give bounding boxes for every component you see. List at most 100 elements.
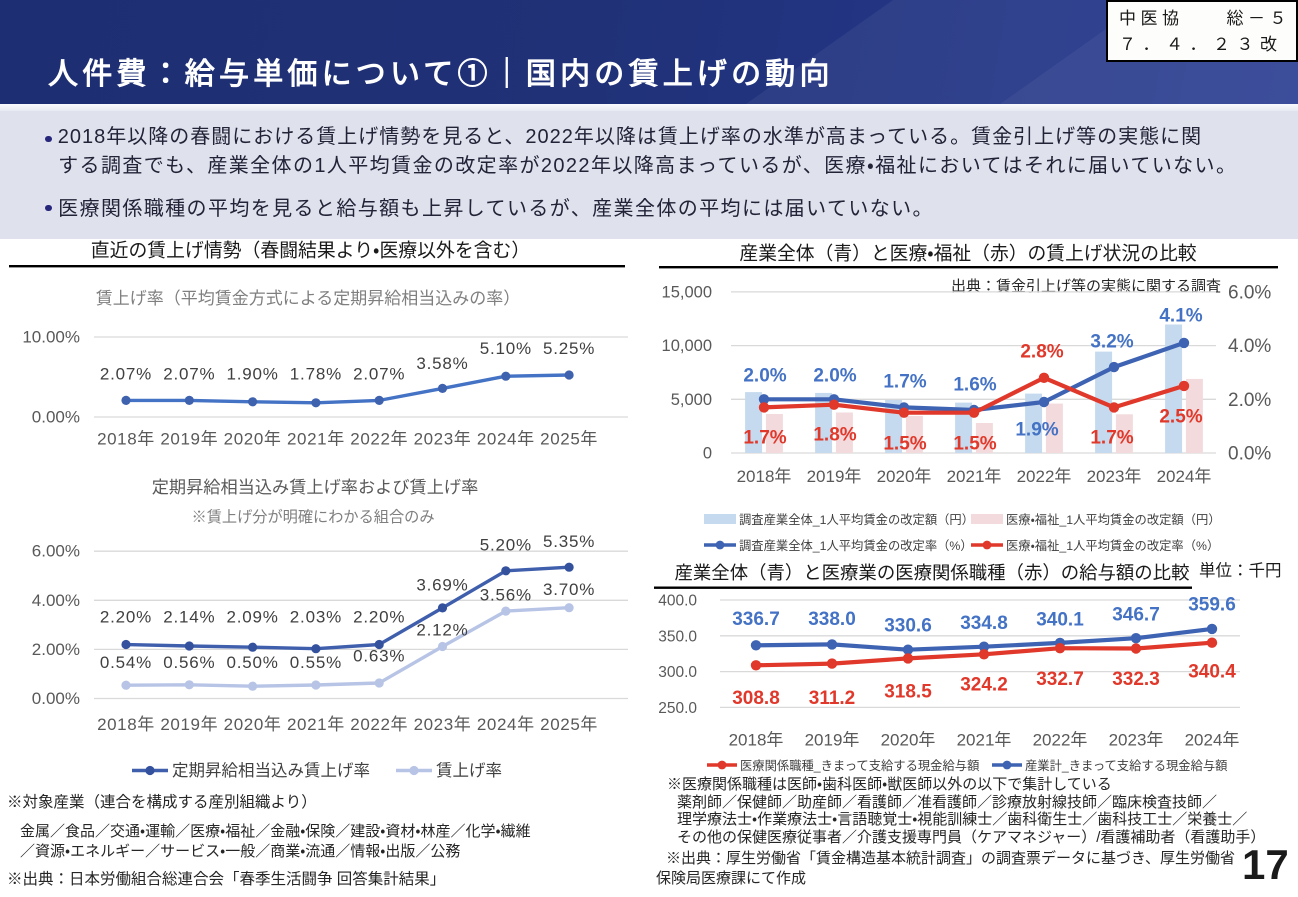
svg-text:2.03%: 2.03%: [290, 608, 342, 627]
svg-text:2020年: 2020年: [877, 467, 932, 486]
svg-text:1.7%: 1.7%: [743, 428, 786, 449]
svg-text:2018年: 2018年: [729, 731, 784, 750]
svg-text:0.63%: 0.63%: [353, 647, 405, 666]
svg-text:3.2%: 3.2%: [1090, 332, 1133, 353]
svg-text:4.00%: 4.00%: [32, 591, 80, 610]
svg-text:産業全体（青）と医療・福祉（赤）の賃上げ状況の比較: 産業全体（青）と医療・福祉（赤）の賃上げ状況の比較: [739, 243, 1196, 264]
svg-text:2.8%: 2.8%: [1020, 342, 1063, 363]
svg-text:332.7: 332.7: [1036, 669, 1084, 690]
svg-text:2024年: 2024年: [1185, 731, 1240, 750]
svg-text:340.4: 340.4: [1188, 661, 1236, 682]
svg-text:0.54%: 0.54%: [100, 653, 152, 672]
svg-text:2020年: 2020年: [881, 731, 936, 750]
svg-text:3.56%: 3.56%: [480, 586, 532, 605]
svg-text:6.00%: 6.00%: [32, 542, 80, 561]
svg-text:2025年: 2025年: [540, 430, 598, 449]
svg-text:産業計_きまって支給する現金給与額: 産業計_きまって支給する現金給与額: [1025, 758, 1227, 773]
svg-text:2022年: 2022年: [350, 430, 408, 449]
svg-text:5.25%: 5.25%: [543, 339, 595, 358]
svg-text:2.20%: 2.20%: [100, 608, 152, 627]
svg-text:2019年: 2019年: [160, 715, 218, 734]
svg-text:賃上げ率（平均賃金方式による定期昇給相当込みの率）: 賃上げ率（平均賃金方式による定期昇給相当込みの率）: [96, 289, 521, 308]
svg-text:0: 0: [703, 445, 712, 463]
svg-text:2024年: 2024年: [1157, 467, 1212, 486]
svg-text:2.07%: 2.07%: [353, 365, 405, 384]
svg-text:5.35%: 5.35%: [543, 532, 595, 551]
svg-text:2.12%: 2.12%: [416, 621, 468, 640]
svg-text:250.0: 250.0: [658, 700, 697, 717]
svg-text:336.7: 336.7: [732, 609, 780, 630]
svg-text:2024年: 2024年: [477, 715, 535, 734]
svg-text:338.0: 338.0: [808, 609, 856, 630]
svg-text:2.5%: 2.5%: [1159, 407, 1202, 428]
svg-text:5.10%: 5.10%: [480, 339, 532, 358]
svg-text:318.5: 318.5: [884, 681, 932, 702]
svg-text:15,000: 15,000: [662, 283, 712, 301]
svg-text:2021年: 2021年: [957, 731, 1012, 750]
svg-text:2021年: 2021年: [287, 430, 345, 449]
svg-text:2019年: 2019年: [807, 467, 862, 486]
svg-text:308.8: 308.8: [732, 688, 780, 709]
svg-text:2.0%: 2.0%: [1228, 390, 1271, 411]
svg-text:2025年: 2025年: [540, 715, 598, 734]
svg-text:2018年: 2018年: [97, 430, 155, 449]
svg-text:※賃上げ分が明確にわかる組合のみ: ※賃上げ分が明確にわかる組合のみ: [192, 509, 435, 526]
svg-text:定期昇給相当込み賃上げ率: 定期昇給相当込み賃上げ率: [172, 761, 370, 780]
svg-text:2023年: 2023年: [414, 715, 472, 734]
svg-text:400.0: 400.0: [658, 593, 697, 610]
svg-text:2024年: 2024年: [477, 430, 535, 449]
svg-text:2022年: 2022年: [350, 715, 408, 734]
svg-text:350.0: 350.0: [658, 628, 697, 645]
svg-text:1.90%: 1.90%: [226, 365, 278, 384]
svg-text:6.0%: 6.0%: [1228, 282, 1271, 303]
svg-text:1.78%: 1.78%: [290, 365, 342, 384]
svg-text:1.8%: 1.8%: [813, 425, 856, 446]
svg-text:5,000: 5,000: [671, 391, 712, 409]
svg-text:1.6%: 1.6%: [953, 375, 996, 396]
svg-text:医療・福祉_1人平均賃金の改定額（円）: 医療・福祉_1人平均賃金の改定額（円）: [1006, 512, 1221, 527]
svg-text:定期昇給相当込み賃上げ率および賃上げ率: 定期昇給相当込み賃上げ率および賃上げ率: [152, 477, 479, 497]
svg-text:2020年: 2020年: [224, 715, 282, 734]
svg-text:4.0%: 4.0%: [1228, 336, 1271, 357]
svg-text:311.2: 311.2: [809, 688, 856, 709]
svg-text:3.58%: 3.58%: [416, 354, 468, 373]
svg-text:2018年: 2018年: [97, 715, 155, 734]
svg-text:332.3: 332.3: [1112, 669, 1160, 690]
svg-text:2.20%: 2.20%: [353, 608, 405, 627]
svg-text:2.0%: 2.0%: [813, 366, 856, 387]
svg-text:出典：賃金引上げ等の実態に関する調査: 出典：賃金引上げ等の実態に関する調査: [951, 277, 1221, 295]
svg-text:2023年: 2023年: [1087, 467, 1142, 486]
svg-text:単位：千円: 単位：千円: [1199, 561, 1282, 580]
svg-text:2.07%: 2.07%: [163, 365, 215, 384]
svg-text:調査産業全体_1人平均賃金の改定額（円）: 調査産業全体_1人平均賃金の改定額（円）: [739, 512, 974, 527]
svg-text:5.20%: 5.20%: [480, 536, 532, 555]
svg-text:340.1: 340.1: [1036, 609, 1084, 630]
svg-text:0.50%: 0.50%: [226, 653, 278, 672]
svg-text:4.1%: 4.1%: [1159, 306, 1202, 327]
svg-text:0.55%: 0.55%: [290, 653, 342, 672]
svg-text:2018年: 2018年: [737, 467, 792, 486]
svg-text:346.7: 346.7: [1112, 604, 1160, 625]
svg-text:1.9%: 1.9%: [1015, 420, 1058, 441]
svg-text:2019年: 2019年: [160, 430, 218, 449]
svg-text:0.00%: 0.00%: [32, 408, 80, 427]
svg-text:330.6: 330.6: [884, 615, 932, 636]
svg-text:賃上げ率: 賃上げ率: [436, 761, 502, 780]
svg-text:359.6: 359.6: [1188, 594, 1236, 615]
svg-text:0.00%: 0.00%: [32, 689, 80, 708]
svg-text:10.00%: 10.00%: [22, 328, 80, 347]
svg-text:2020年: 2020年: [224, 430, 282, 449]
svg-text:医療関係職種_きまって支給する現金給与額: 医療関係職種_きまって支給する現金給与額: [740, 759, 979, 773]
svg-text:調査産業全体_1人平均賃金の改定率（%）: 調査産業全体_1人平均賃金の改定率（%）: [739, 538, 973, 553]
svg-text:1.7%: 1.7%: [1090, 428, 1133, 449]
svg-text:2.09%: 2.09%: [226, 608, 278, 627]
svg-text:0.0%: 0.0%: [1228, 444, 1271, 465]
svg-text:1.5%: 1.5%: [953, 434, 996, 455]
svg-text:3.69%: 3.69%: [416, 576, 468, 595]
svg-text:2.14%: 2.14%: [163, 608, 215, 627]
svg-text:2022年: 2022年: [1033, 731, 1088, 750]
svg-text:2021年: 2021年: [947, 467, 1002, 486]
svg-text:3.70%: 3.70%: [543, 580, 595, 599]
svg-text:直近の賃上げ情勢（春闘結果より・医療以外を含む）: 直近の賃上げ情勢（春闘結果より・医療以外を含む）: [91, 240, 530, 261]
svg-text:334.8: 334.8: [960, 613, 1008, 634]
